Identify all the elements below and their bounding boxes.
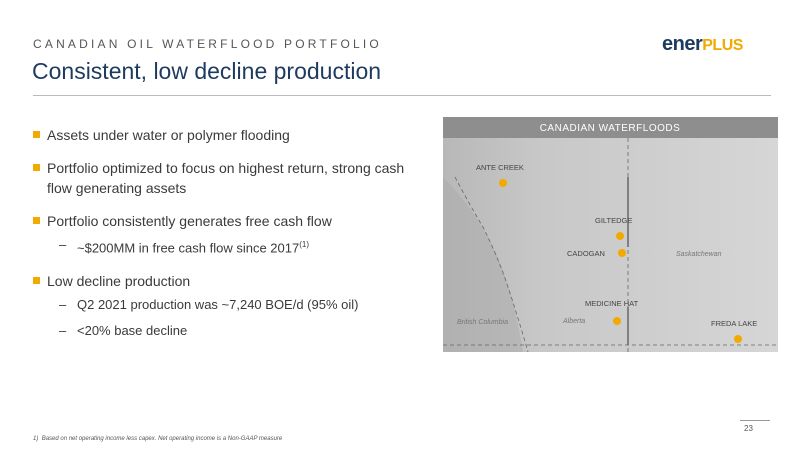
site-label: FREDA LAKE — [711, 319, 757, 328]
bullet-text: Portfolio optimized to focus on highest … — [47, 160, 405, 196]
bullet-list: Assets under water or polymer flooding P… — [33, 125, 423, 354]
sub-text: Q2 2021 production was ~7,240 BOE/d (95%… — [77, 297, 359, 313]
sub-text: ~$200MM in free cash flow since 2017 — [77, 240, 300, 256]
divider — [33, 95, 771, 96]
site-dot — [499, 179, 507, 187]
logo-part: ener — [662, 33, 703, 55]
footnote-text: Based on net operating income less capex… — [41, 436, 283, 442]
bullet-text: Assets under water or polymer flooding — [47, 127, 290, 143]
site-dot — [616, 232, 624, 240]
sub-bullet: <20% base decline — [47, 321, 423, 341]
site-label: CADOGAN — [567, 249, 605, 258]
map-title-bar — [443, 117, 778, 138]
footnote-marker: 1) — [33, 436, 39, 442]
superscript: (1) — [299, 240, 309, 249]
site-dot — [618, 249, 626, 257]
footnote: 1) Based on net operating income less ca… — [33, 436, 282, 442]
sub-bullet: Q2 2021 production was ~7,240 BOE/d (95%… — [47, 295, 423, 315]
bullet: Portfolio optimized to focus on highest … — [33, 158, 423, 198]
kicker: CANADIAN OIL WATERFLOOD PORTFOLIO — [33, 37, 382, 51]
mountains — [443, 177, 523, 352]
sub-text: <20% base decline — [77, 323, 188, 339]
bullet-text: Portfolio consistently generates free ca… — [47, 213, 332, 229]
border — [454, 176, 529, 352]
page-number-rule — [740, 420, 770, 421]
map-title: CANADIAN WATERFLOODS — [540, 123, 681, 134]
region-label: Saskatchewan — [676, 251, 722, 258]
site-dot — [734, 335, 742, 343]
logo: enerPLUS — [662, 33, 743, 56]
bullet-text: Low decline production — [47, 273, 191, 290]
region-label: Alberta — [562, 318, 585, 325]
site-label: GILTEDGE — [595, 216, 632, 225]
bullet: Low decline production Q2 2021 productio… — [33, 271, 423, 341]
logo-part: PLUS — [702, 37, 743, 54]
page-number: 23 — [744, 424, 753, 433]
sub-bullet: ~$200MM in free cash flow since 2017(1) — [47, 235, 423, 258]
site-label: MEDICINE HAT — [585, 299, 639, 308]
map: CANADIAN WATERFLOODS Saskatchewan Albert… — [443, 117, 778, 352]
site-dot — [613, 317, 621, 325]
site-label: ANTE CREEK — [476, 163, 524, 172]
title: Consistent, low decline production — [32, 58, 382, 84]
region-label: British Columbia — [457, 319, 508, 326]
bullet: Portfolio consistently generates free ca… — [33, 211, 423, 258]
bullet: Assets under water or polymer flooding — [33, 125, 423, 145]
